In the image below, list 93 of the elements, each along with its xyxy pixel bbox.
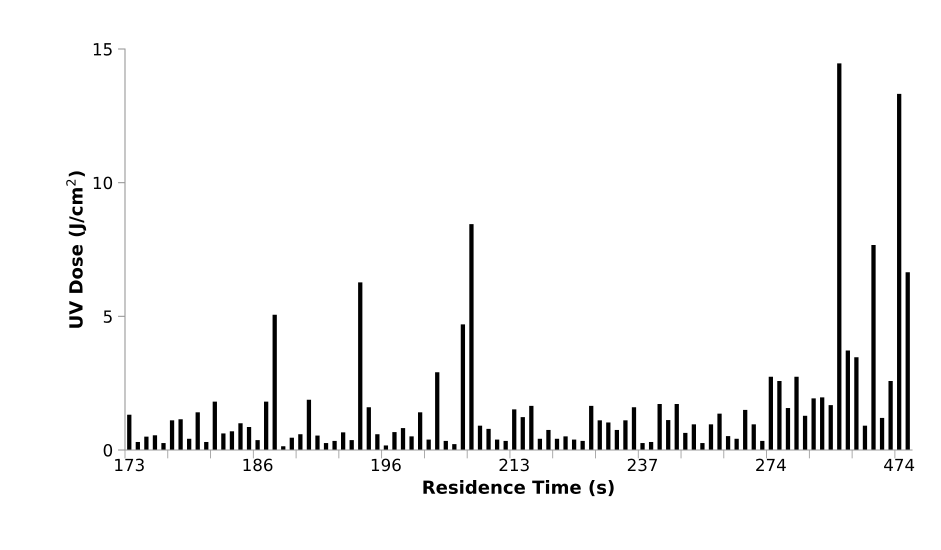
bar — [350, 440, 354, 450]
bar — [658, 404, 662, 450]
bar — [392, 432, 397, 450]
bar — [683, 432, 688, 450]
bar — [623, 420, 628, 450]
bar — [452, 444, 456, 450]
bar — [708, 424, 714, 450]
bar — [290, 438, 294, 450]
bar — [512, 409, 516, 450]
bar — [136, 442, 140, 450]
bar — [127, 414, 132, 450]
bar — [529, 406, 534, 450]
bar — [444, 440, 448, 450]
y-tick-label: 10 — [94, 176, 112, 190]
bar — [862, 426, 868, 450]
x-tick-label: 474 — [884, 458, 914, 471]
bar — [478, 426, 482, 450]
bar — [221, 433, 226, 450]
bar — [589, 406, 594, 450]
bar — [400, 428, 406, 450]
x-tick-label: 196 — [372, 458, 401, 472]
bar — [238, 423, 243, 450]
bar — [752, 424, 756, 450]
bar — [632, 407, 636, 450]
bar — [674, 404, 679, 450]
x-tick-label: 213 — [500, 458, 529, 472]
bar — [811, 398, 816, 450]
bar — [298, 434, 303, 450]
bar — [897, 94, 902, 450]
bar — [144, 436, 149, 450]
bar — [494, 440, 500, 450]
bar — [358, 282, 362, 450]
bar — [794, 376, 799, 450]
bar — [717, 414, 722, 450]
bar — [760, 440, 764, 450]
x-tick-label: 173 — [115, 458, 144, 472]
bar — [572, 440, 576, 450]
bar — [504, 440, 508, 450]
bar — [580, 440, 585, 450]
bar — [837, 63, 842, 450]
bar — [538, 438, 542, 450]
x-axis-title: Residence Time (s) — [423, 480, 614, 496]
bar — [187, 438, 192, 450]
bar — [734, 438, 739, 450]
bar — [460, 324, 466, 450]
bar — [802, 416, 808, 450]
bar — [272, 314, 277, 450]
bar — [196, 412, 200, 450]
bar — [614, 430, 620, 450]
bar — [846, 350, 850, 450]
bar — [418, 412, 422, 450]
x-tick-label: 274 — [756, 458, 786, 471]
bar — [204, 442, 208, 450]
y-axis-title: UV Dose (J/cm$^{2}$) — [66, 171, 86, 328]
bar — [820, 397, 824, 450]
bar — [255, 440, 260, 450]
bar — [598, 420, 602, 450]
bar — [264, 402, 268, 450]
bar — [871, 244, 876, 450]
bar — [906, 272, 910, 450]
bar — [726, 436, 730, 450]
bar — [692, 424, 696, 450]
bar — [743, 410, 748, 450]
bar — [888, 381, 893, 450]
bar — [606, 422, 610, 450]
bar — [366, 407, 371, 450]
bar — [546, 430, 551, 450]
bar — [486, 428, 491, 450]
bar — [246, 427, 252, 450]
bar — [306, 400, 312, 450]
bar — [768, 376, 773, 450]
bar — [469, 224, 474, 450]
bar — [426, 440, 431, 450]
bar — [178, 419, 183, 450]
bar — [435, 372, 440, 450]
bar — [212, 402, 217, 450]
bar — [786, 408, 790, 450]
x-tick-label: 186 — [244, 458, 272, 472]
bar — [828, 405, 833, 450]
y-tick-label: 5 — [104, 310, 112, 323]
bar — [880, 418, 884, 450]
bar — [340, 432, 346, 450]
bar — [666, 420, 670, 450]
bar — [375, 434, 380, 450]
y-tick-label: 0 — [104, 444, 112, 457]
bar — [520, 417, 525, 450]
bar — [230, 431, 234, 450]
x-tick-label: 237 — [628, 458, 658, 472]
bar — [170, 420, 174, 450]
bar — [315, 436, 320, 450]
bar — [777, 381, 782, 450]
bar — [854, 357, 859, 450]
y-tick-label: 15 — [94, 43, 112, 56]
